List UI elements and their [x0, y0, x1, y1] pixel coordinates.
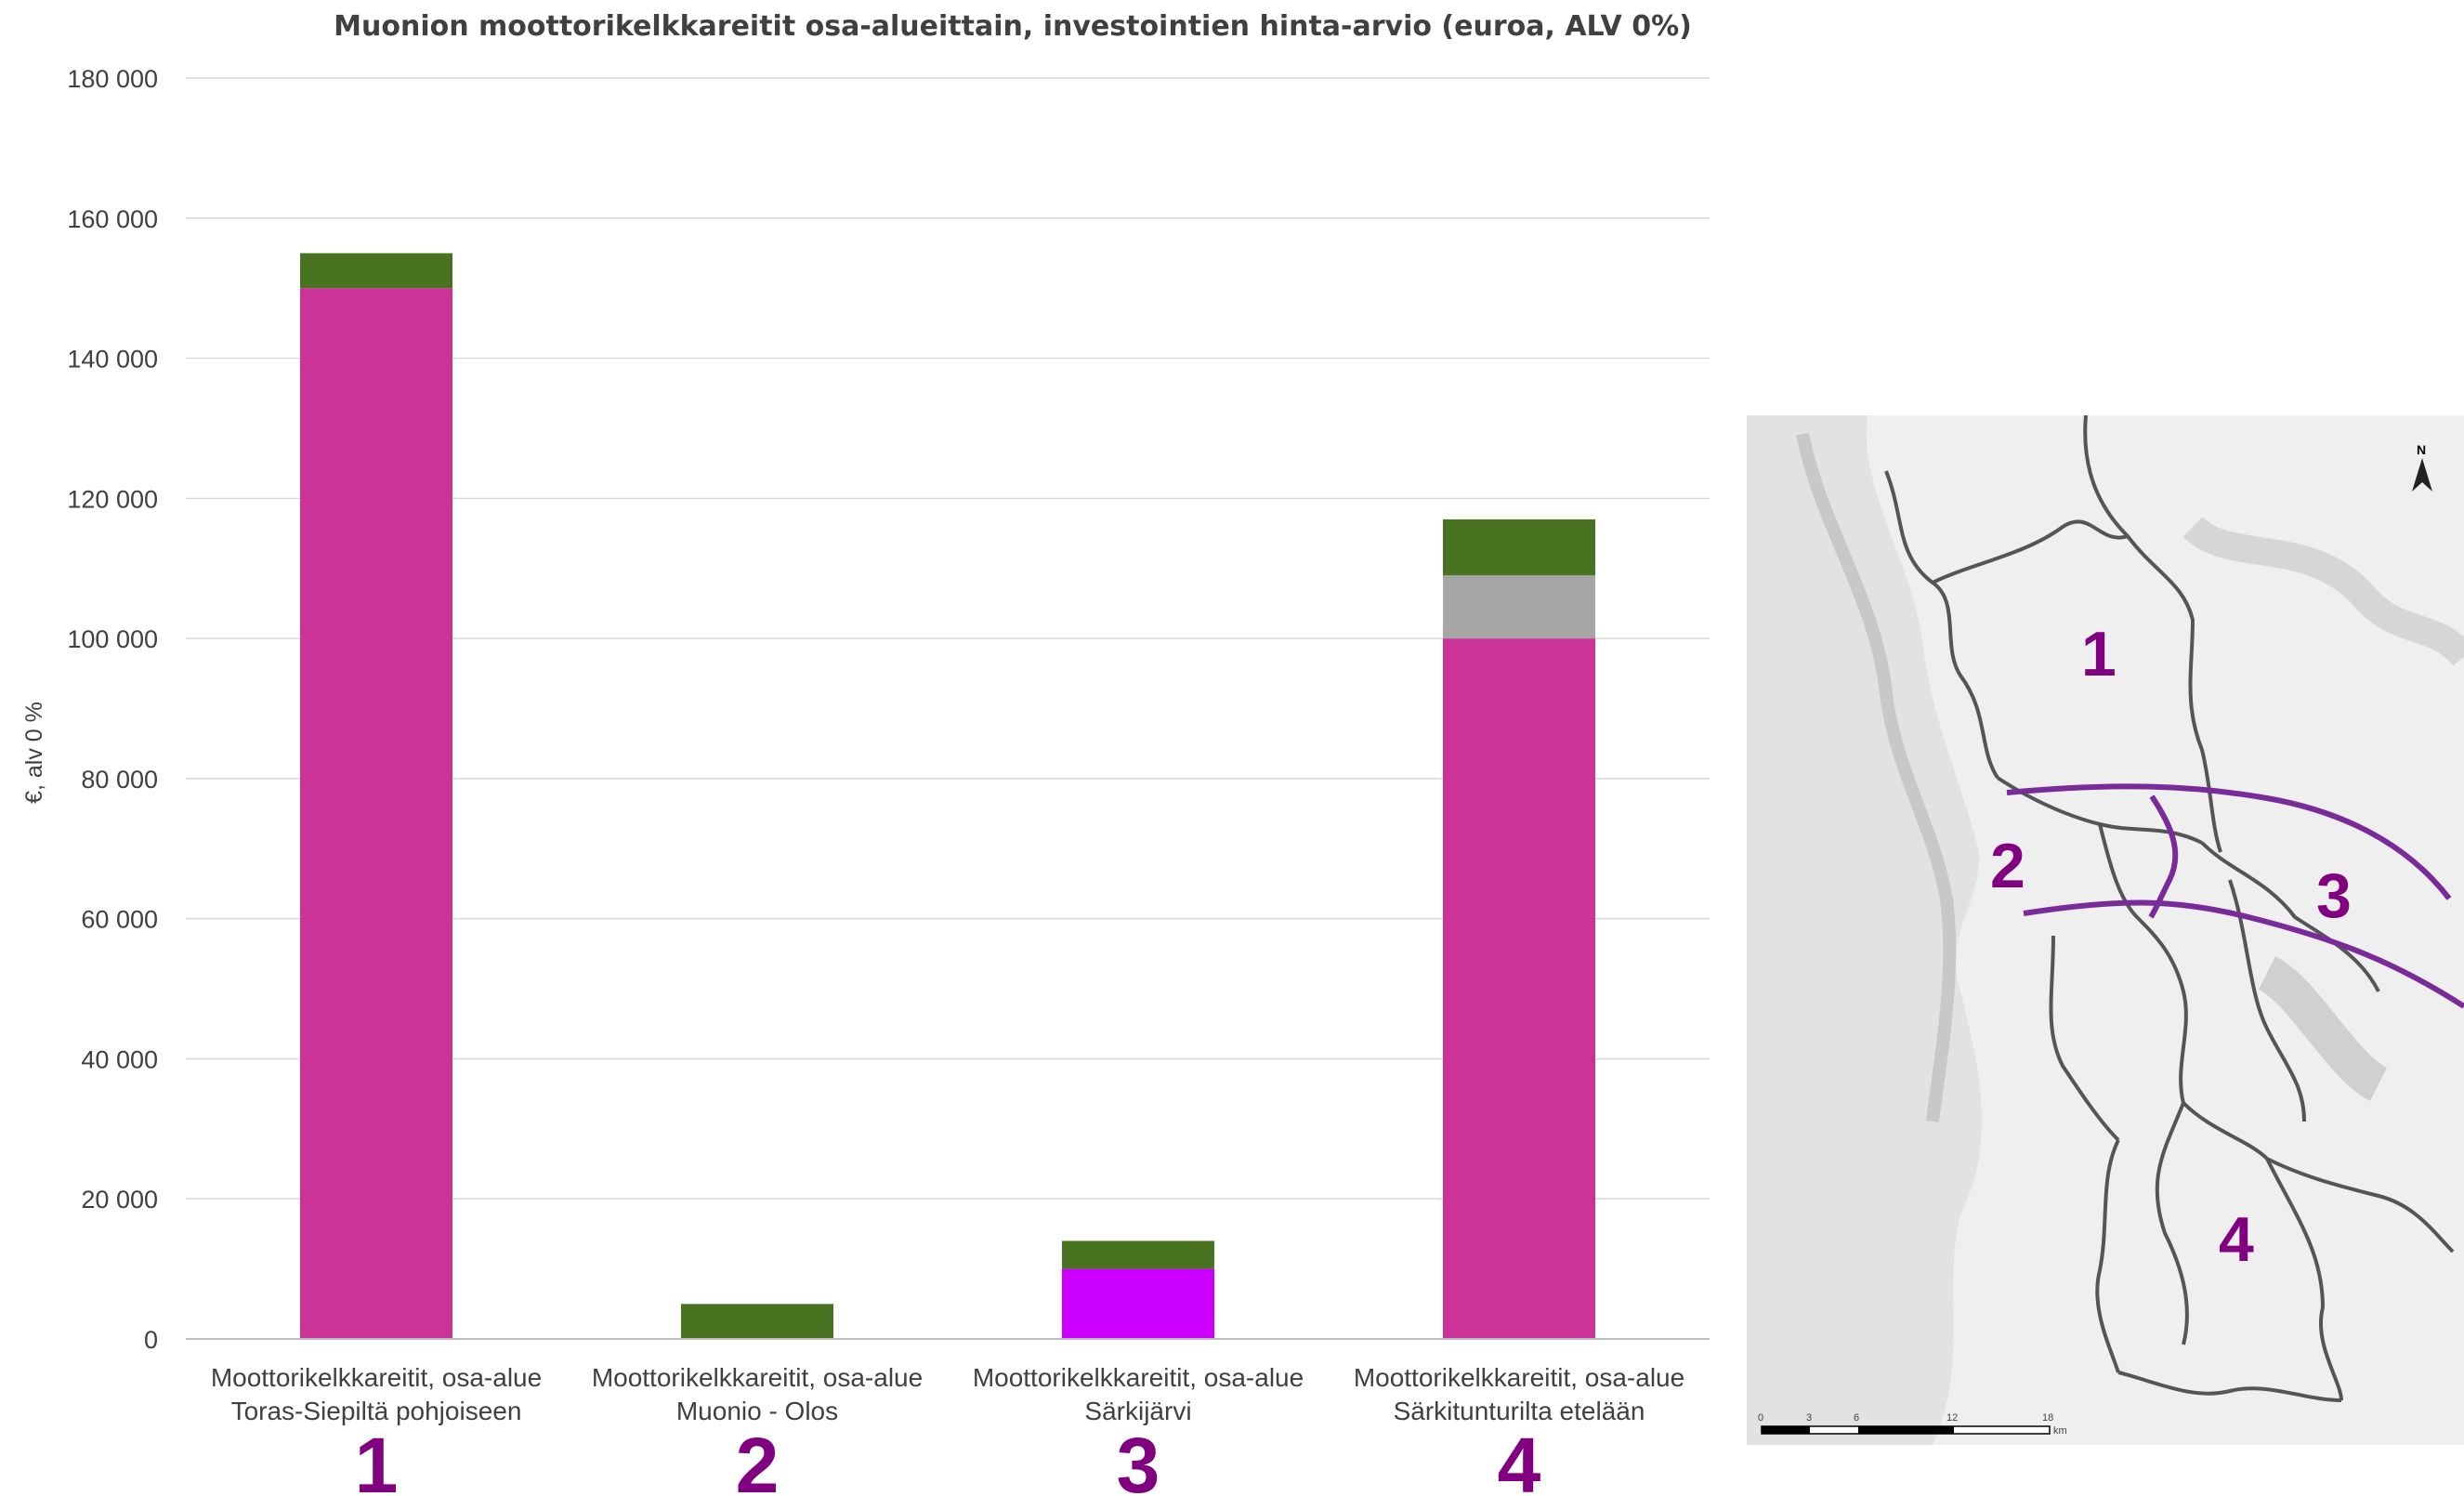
map-area-label-2: 2 [1990, 831, 2025, 901]
bar-segment-4-silta-uusi [1443, 638, 1595, 1339]
y-tick-label: 0 [144, 1326, 158, 1354]
y-tick-label: 20 000 [81, 1186, 158, 1214]
category-number: 1 [355, 1422, 399, 1496]
y-tick-label: 100 000 [67, 625, 158, 653]
y-tick-label: 160 000 [67, 205, 158, 233]
category-label: Moottorikelkkareitit, osa-alue [973, 1363, 1304, 1392]
chart-title: Muonion moottorikelkkareitit osa-alueitt… [334, 10, 1692, 43]
map-area-label-3: 3 [2316, 860, 2352, 931]
bar-segment-1-silta-uusi [300, 288, 452, 1340]
category-number: 4 [1498, 1422, 1541, 1496]
svg-text:km: km [2053, 1425, 2067, 1437]
bar-chart: Muonion moottorikelkkareitit osa-alueitt… [21, 10, 1710, 1496]
category-label: Moottorikelkkareitit, osa-alue [592, 1363, 923, 1392]
y-axis-label: €, alv 0 % [21, 702, 47, 804]
bar-segment-1-opasteet-viitoitus [300, 253, 452, 289]
map-area-label-1: 1 [2081, 619, 2117, 689]
category-label: Muonio - Olos [676, 1397, 838, 1425]
map-area-label-4: 4 [2219, 1204, 2254, 1275]
category-label: Moottorikelkkareitit, osa-alue [211, 1363, 542, 1392]
category-labels: Moottorikelkkareitit, osa-alue Toras-Siep… [211, 1363, 1684, 1496]
north-arrow-icon: N [2412, 442, 2432, 492]
bar-segment-3-silta-parannettava [1062, 1268, 1214, 1339]
svg-text:3: 3 [1806, 1412, 1812, 1424]
category-label: Toras-Siepiltä pohjoiseen [231, 1397, 522, 1425]
y-tick-label: 60 000 [81, 906, 158, 934]
area-boundaries [2006, 783, 2464, 1009]
svg-text:6: 6 [1854, 1412, 1859, 1424]
bars [300, 253, 1595, 1340]
svg-text:18: 18 [2042, 1412, 2053, 1424]
category-label: Moottorikelkkareitit, osa-alue [1354, 1363, 1684, 1392]
scale-bar: 0 3 6 12 18 km [1758, 1412, 2067, 1437]
y-tick-label: 140 000 [67, 346, 158, 374]
bar-segment-2-opasteet-viitoitus [681, 1304, 833, 1339]
y-tick-label: 80 000 [81, 766, 158, 794]
y-tick-label: 40 000 [81, 1045, 158, 1073]
map-graphic: 1 2 3 4 N 0 3 6 12 18 km [1747, 415, 2464, 1445]
svg-text:0: 0 [1758, 1412, 1763, 1424]
category-number: 2 [736, 1422, 780, 1496]
bar-segment-3-opasteet-viitoitus [1062, 1240, 1214, 1269]
y-tick-label: 120 000 [67, 485, 158, 513]
svg-text:12: 12 [1946, 1412, 1958, 1424]
category-label: Särkijärvi [1084, 1397, 1191, 1425]
y-tick-label: 180 000 [67, 65, 158, 93]
svg-text:N: N [2417, 442, 2426, 457]
bar-segment-4-opasteet-viitoitus [1443, 518, 1595, 576]
category-number: 3 [1117, 1422, 1160, 1496]
y-axis-ticks: 0 20 000 40 000 60 000 80 000 100 000 120 000 1… [67, 65, 158, 1354]
area-map: 1 2 3 4 N 0 3 6 12 18 km [1747, 415, 2464, 1445]
bar-segment-4-pohjan-parannus-mk [1443, 575, 1595, 639]
category-label: Särkitunturilta etelään [1394, 1397, 1645, 1425]
